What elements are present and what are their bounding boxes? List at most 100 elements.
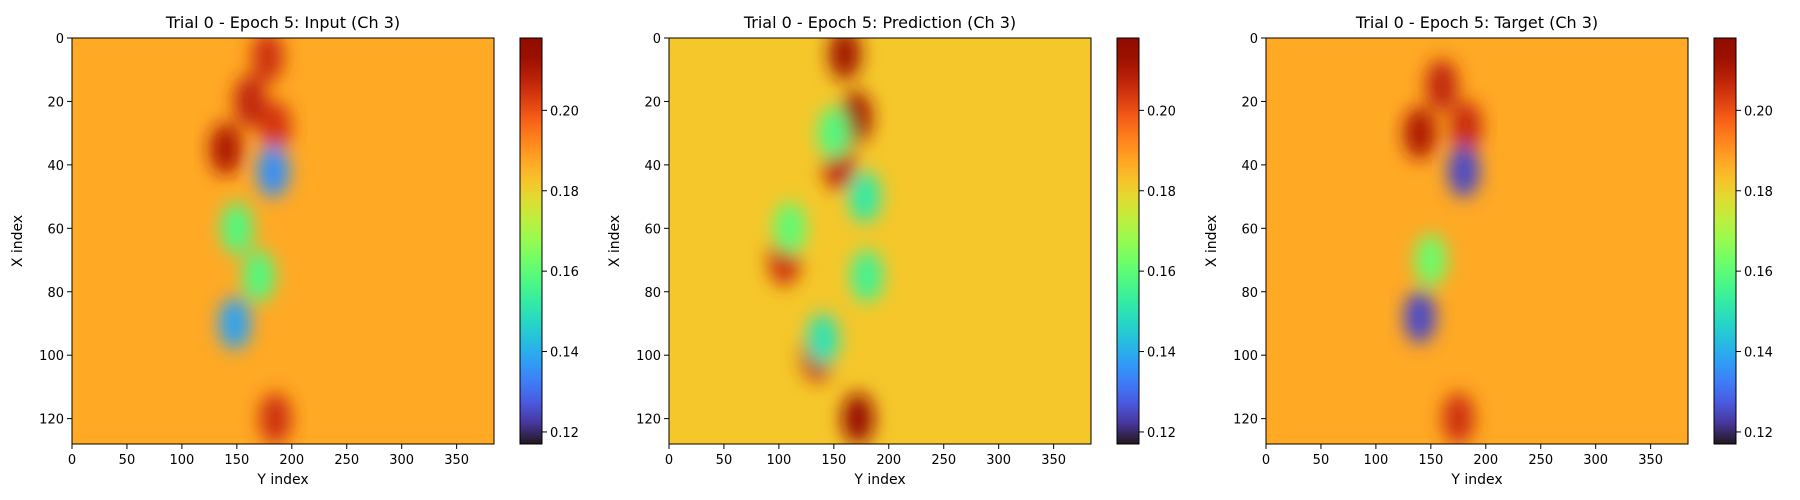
colorbar-tick-label: 0.18 [1147, 185, 1176, 200]
heatmap-high-region [259, 392, 292, 444]
colorbar-tick-label: 0.14 [550, 346, 579, 361]
heatmap-background [1266, 38, 1688, 444]
y-tick-label: 80 [644, 286, 661, 301]
panel-title: Trial 0 - Epoch 5: Input (Ch 3) [165, 13, 400, 32]
heatmap-high-region [1450, 100, 1483, 153]
colorbar-tick-label: 0.20 [550, 104, 579, 119]
x-tick-label: 200 [279, 453, 304, 468]
colorbar-tick-label: 0.18 [1744, 185, 1773, 200]
colorbar-tick-label: 0.20 [1147, 104, 1176, 119]
colorbar-tick-label: 0.16 [1744, 265, 1773, 280]
y-axis-label: X index [10, 215, 26, 267]
x-tick-label: 200 [876, 453, 901, 468]
heatmap-high-region [828, 38, 861, 80]
colorbar-tick-label: 0.16 [1147, 265, 1176, 280]
heatmap-low-region [218, 297, 251, 350]
heatmap-background [72, 38, 494, 444]
x-tick-label: 250 [1528, 453, 1553, 468]
x-tick-label: 50 [716, 453, 733, 468]
x-tick-label: 300 [986, 453, 1011, 468]
y-axis-label: X index [1204, 215, 1220, 267]
heatmap-low-region [1414, 234, 1447, 287]
y-tick-label: 20 [644, 95, 661, 110]
colorbar-tick-label: 0.14 [1744, 346, 1773, 361]
x-tick-label: 0 [1262, 453, 1270, 468]
colorbar-tick-label: 0.18 [550, 185, 579, 200]
colorbar [1713, 37, 1737, 445]
y-tick-label: 60 [47, 222, 64, 237]
panel-title: Trial 0 - Epoch 5: Prediction (Ch 3) [743, 13, 1016, 32]
y-tick-label: 40 [47, 159, 64, 174]
x-tick-label: 150 [821, 453, 846, 468]
heatmap-high-region [259, 100, 292, 153]
axes-frame [668, 37, 1092, 445]
heatmap-background [669, 38, 1091, 444]
heatmap-high-region [251, 38, 284, 84]
axes-frame [1265, 37, 1689, 445]
y-axis-label: X index [607, 215, 623, 267]
y-tick-label: 100 [1233, 349, 1258, 364]
y-tick-label: 120 [636, 413, 661, 428]
heatmap-high-region [1403, 107, 1436, 160]
heatmap-low-region [257, 145, 290, 198]
panel-target: Trial 0 - Epoch 5: Target (Ch 3) Y index… [1204, 13, 1773, 488]
x-tick-label: 350 [1638, 453, 1663, 468]
x-tick-label: 300 [389, 453, 414, 468]
colorbar-tick-label: 0.12 [1147, 426, 1176, 441]
heatmap-low-region [1447, 145, 1480, 198]
x-tick-label: 150 [1418, 453, 1443, 468]
heatmap-low-region [242, 249, 275, 302]
y-tick-label: 20 [1241, 95, 1258, 110]
heatmap-low-region [220, 202, 253, 255]
y-tick-label: 40 [1241, 159, 1258, 174]
colorbar-tick-label: 0.16 [550, 265, 579, 280]
panel-prediction: Trial 0 - Epoch 5: Prediction (Ch 3) Y i… [607, 13, 1176, 488]
x-axis-label: Y index [1450, 472, 1502, 488]
heatmap-low-region [806, 313, 839, 366]
x-tick-label: 50 [1313, 453, 1330, 468]
axes-frame [71, 37, 495, 445]
heatmap-low-region [817, 107, 850, 160]
x-tick-label: 50 [119, 453, 136, 468]
colorbar-tick-label: 0.20 [1744, 104, 1773, 119]
x-axis-label: Y index [256, 472, 308, 488]
x-tick-label: 350 [444, 453, 469, 468]
y-tick-label: 40 [644, 159, 661, 174]
heatmap-low-region [848, 170, 881, 223]
y-tick-label: 80 [1241, 286, 1258, 301]
y-tick-label: 120 [1233, 413, 1258, 428]
colorbar-tick-label: 0.12 [550, 426, 579, 441]
x-tick-label: 100 [1363, 453, 1388, 468]
y-tick-label: 80 [47, 286, 64, 301]
heatmap-high-region [842, 392, 875, 444]
heatmap-high-region [1442, 392, 1475, 444]
panel-title: Trial 0 - Epoch 5: Target (Ch 3) [1355, 13, 1598, 32]
x-tick-label: 200 [1473, 453, 1498, 468]
y-tick-label: 0 [653, 32, 661, 47]
y-tick-label: 100 [39, 349, 64, 364]
heatmap-low-region [773, 202, 806, 255]
heatmap-high-region [1425, 59, 1458, 112]
y-tick-label: 120 [39, 413, 64, 428]
x-tick-label: 150 [224, 453, 249, 468]
colorbar-tick-label: 0.12 [1744, 426, 1773, 441]
y-tick-label: 60 [1241, 222, 1258, 237]
x-axis-label: Y index [853, 472, 905, 488]
x-tick-label: 250 [931, 453, 956, 468]
y-tick-label: 100 [636, 349, 661, 364]
heatmap-high-region [234, 75, 267, 128]
heatmap-high-region [209, 123, 242, 176]
heatmap-low-region [1403, 291, 1436, 344]
y-tick-label: 20 [47, 95, 64, 110]
x-tick-label: 0 [665, 453, 673, 468]
x-tick-label: 100 [169, 453, 194, 468]
panel-input: Trial 0 - Epoch 5: Input (Ch 3) Y index … [10, 13, 579, 488]
colorbar [519, 37, 543, 445]
colorbar [1116, 37, 1140, 445]
heatmap-low-region [850, 249, 883, 302]
x-tick-label: 250 [334, 453, 359, 468]
x-tick-label: 300 [1583, 453, 1608, 468]
x-tick-label: 100 [766, 453, 791, 468]
y-tick-label: 0 [56, 32, 64, 47]
